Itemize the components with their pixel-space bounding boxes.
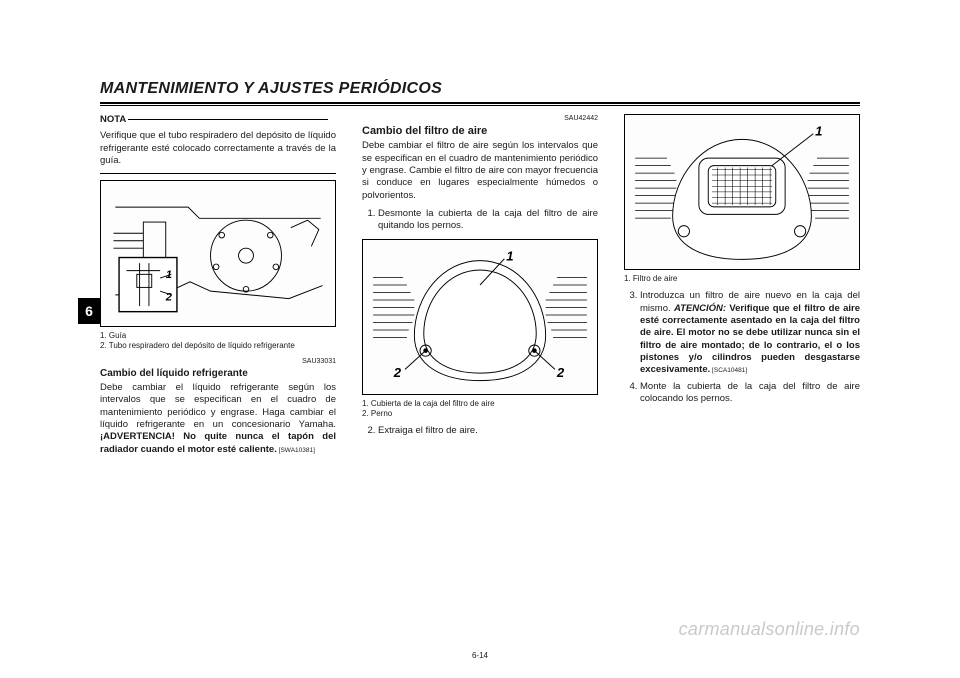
figure-caption-2: 1. Cubierta de la caja del filtro de air…: [362, 399, 598, 419]
procedure-step: Introduzca un filtro de aire nuevo en la…: [640, 290, 860, 376]
caption-line: 1. Cubierta de la caja del filtro de air…: [362, 399, 598, 409]
header-divider: [100, 102, 860, 106]
caption-line: 2. Tubo respiradero del depósito de líqu…: [100, 341, 336, 351]
section-tab: 6: [78, 298, 100, 324]
content-columns: NOTA Verifique que el tubo respiradero d…: [100, 114, 860, 462]
page-number: 6-14: [0, 651, 960, 660]
air-filter-element-svg: 1: [625, 115, 859, 265]
caption-line: 1. Guía: [100, 331, 336, 341]
coolant-guide-svg: 1 2: [101, 181, 335, 321]
callout-1: 1: [815, 124, 822, 139]
page-title: MANTENIMIENTO Y AJUSTES PERIÓDICOS: [100, 80, 860, 98]
procedure-step: Desmonte la cubierta de la caja del filt…: [378, 208, 598, 233]
procedure-list: Desmonte la cubierta de la caja del filt…: [362, 208, 598, 233]
figure-air-filter-element: 1: [624, 114, 860, 270]
ref-code: SAU33031: [100, 357, 336, 366]
caption-line: 2. Perno: [362, 409, 598, 419]
column-1: NOTA Verifique que el tubo respiradero d…: [100, 114, 336, 462]
callout-2b: 2: [556, 365, 565, 380]
body-text: Debe cambiar el filtro de aire según los…: [362, 140, 598, 202]
column-2: SAU42442 Cambio del filtro de aire Debe …: [362, 114, 598, 462]
tiny-ref: [SWA10381]: [277, 447, 315, 454]
page-header: MANTENIMIENTO Y AJUSTES PERIÓDICOS: [100, 80, 860, 106]
air-filter-cover-svg: 1 2 2: [363, 240, 597, 390]
caution-label: ATENCIÓN:: [674, 303, 726, 314]
section-title: Cambio del filtro de aire: [362, 124, 598, 138]
figure-caption-3: 1. Filtro de aire: [624, 274, 860, 284]
procedure-step: Monte la cubierta de la caja del filtro …: [640, 381, 860, 406]
callout-2a: 2: [393, 365, 402, 380]
figure-coolant-guide: 1 2: [100, 180, 336, 326]
manual-page: 6 MANTENIMIENTO Y AJUSTES PERIÓDICOS NOT…: [0, 0, 960, 678]
watermark: carmanualsonline.info: [679, 619, 860, 640]
procedure-list: Introduzca un filtro de aire nuevo en la…: [624, 290, 860, 405]
ref-code: SAU42442: [362, 114, 598, 123]
nota-text: Verifique que el tubo respiradero del de…: [100, 130, 336, 167]
figure-caption-1: 1. Guía 2. Tubo respiradero del depósito…: [100, 331, 336, 351]
figure-air-filter-cover: 1 2 2: [362, 239, 598, 395]
nota-label: NOTA: [100, 114, 126, 126]
callout-1: 1: [506, 248, 513, 263]
subsection-title: Cambio del líquido refrigerante: [100, 367, 336, 380]
tiny-ref: [SCA10481]: [710, 367, 747, 374]
column-3: 1 1. Filtro de aire Introduzca un filtro…: [624, 114, 860, 462]
procedure-list: Extraiga el filtro de aire.: [362, 425, 598, 437]
body-text: Debe cambiar el líquido refrigerante seg…: [100, 382, 336, 456]
callout-2: 2: [165, 292, 173, 304]
callout-1: 1: [166, 269, 172, 281]
procedure-step: Extraiga el filtro de aire.: [378, 425, 598, 437]
nota-block: NOTA: [100, 114, 336, 126]
caption-line: 1. Filtro de aire: [624, 274, 860, 284]
